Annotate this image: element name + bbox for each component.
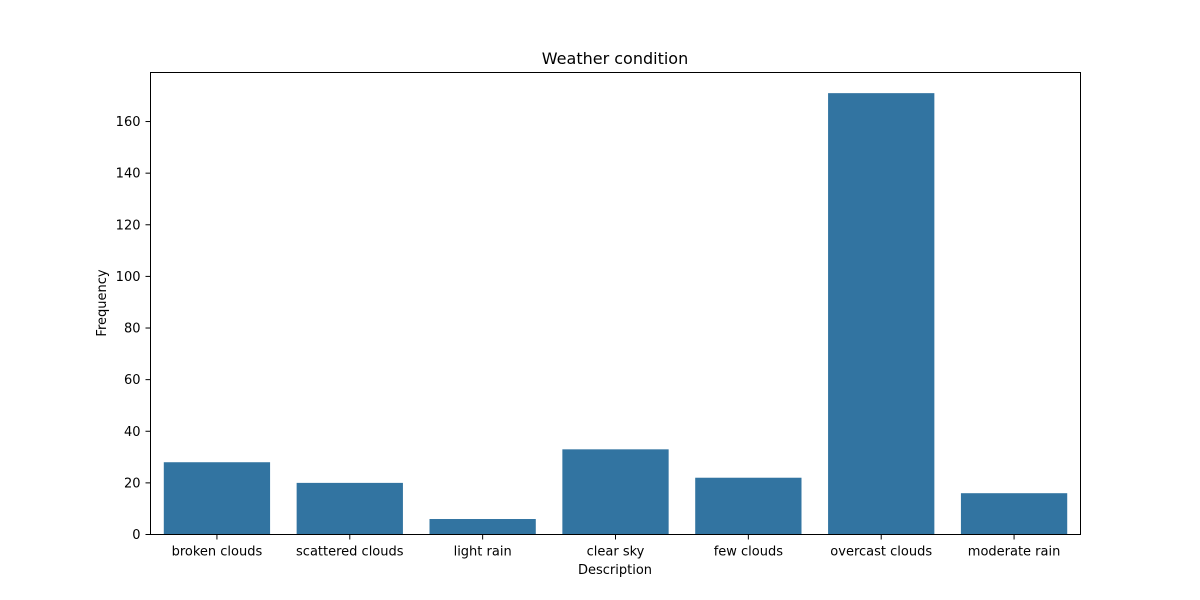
x-tick-label: scattered clouds [296, 545, 404, 560]
bar-scattered-clouds [296, 482, 403, 535]
y-axis-label: Frequency [95, 269, 110, 336]
y-ticks-group: 0 20 40 60 80 100 120 140 160 [116, 115, 151, 543]
x-tick-label: light rain [454, 545, 512, 560]
x-tick-label: overcast clouds [830, 545, 932, 560]
y-tick-label: 0 [132, 528, 140, 543]
y-tick-label: 40 [124, 425, 141, 440]
x-tick-label: broken clouds [172, 545, 263, 560]
x-tick-label: moderate rain [968, 545, 1061, 560]
bar-clear-sky [562, 449, 669, 535]
bar-broken-clouds [163, 462, 271, 535]
y-tick-label: 80 [124, 322, 141, 337]
y-tick-label: 140 [116, 167, 141, 182]
y-tick-label: 20 [124, 476, 141, 491]
bar-light-rain [429, 519, 536, 535]
y-tick-label: 120 [116, 218, 141, 233]
chart-title: Weather condition [542, 49, 688, 68]
x-ticks-group: broken clouds scattered clouds light rain c… [172, 534, 1061, 560]
y-tick-label: 160 [116, 115, 141, 130]
plot-area-frame [150, 72, 1081, 535]
y-tick-label: 100 [116, 270, 141, 285]
bar-overcast-clouds [828, 93, 935, 535]
x-tick-label: few clouds [714, 545, 784, 560]
y-tick-label: 60 [124, 373, 141, 388]
x-axis-label: Description [578, 563, 652, 578]
bar-moderate-rain [960, 493, 1068, 535]
x-tick-label: clear sky [587, 545, 645, 560]
bar-few-clouds [695, 477, 802, 535]
bars-group [163, 93, 1068, 535]
